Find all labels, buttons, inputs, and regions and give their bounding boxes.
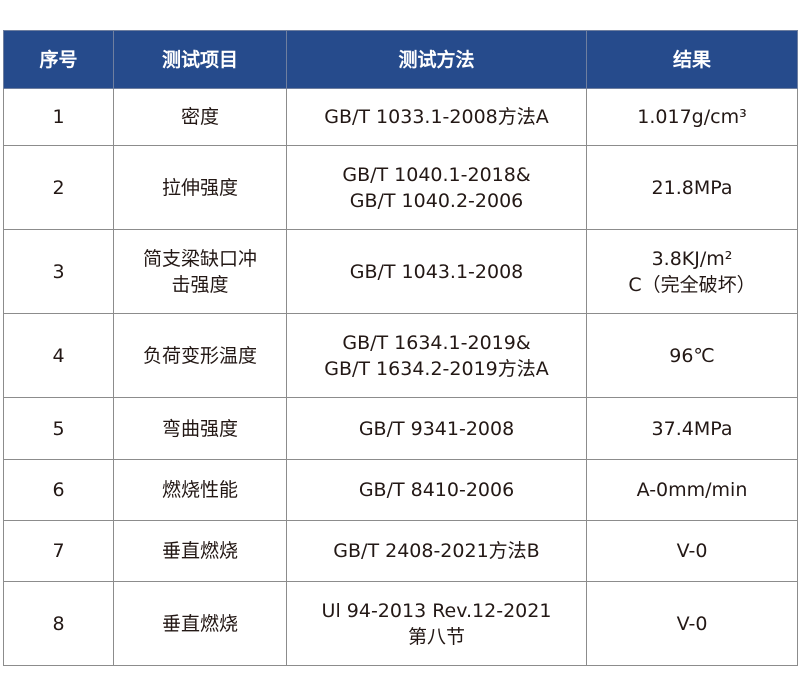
- cell-method: GB/T 1033.1-2008方法A: [286, 88, 587, 146]
- cell-result-line: 96℃: [669, 344, 715, 367]
- cell-method-line: GB/T 1634.2-2019方法A: [324, 357, 549, 380]
- cell-item: 负荷变形温度: [113, 313, 287, 398]
- cell-method: GB/T 2408-2021方法B: [286, 520, 587, 582]
- header-item: 测试项目: [113, 30, 287, 89]
- cell-result: V-0: [586, 581, 798, 666]
- cell-result-line: A-0mm/min: [636, 479, 748, 501]
- cell-no: 7: [3, 520, 114, 582]
- table-row: 7 垂直燃烧 GB/T 2408-2021方法B V-0: [3, 520, 798, 582]
- cell-no: 6: [3, 459, 114, 521]
- table-row: 6 燃烧性能 GB/T 8410-2006 A-0mm/min: [3, 459, 798, 521]
- cell-no: 4: [3, 313, 114, 398]
- cell-no: 3: [3, 229, 114, 314]
- cell-item-line: 垂直燃烧: [161, 540, 238, 562]
- cell-result-line: V-0: [676, 540, 708, 562]
- cell-item-line: 击强度: [171, 273, 229, 296]
- cell-result-line: 21.8MPa: [651, 176, 733, 199]
- cell-item-line: 负荷变形温度: [142, 344, 257, 367]
- cell-item: 垂直燃烧: [113, 520, 287, 582]
- cell-item: 密度: [113, 88, 287, 146]
- cell-method-line: GB/T 1634.1-2019&: [342, 331, 531, 354]
- cell-method-line: GB/T 1040.2-2006: [349, 189, 524, 212]
- header-no: 序号: [3, 30, 114, 89]
- cell-method: GB/T 1043.1-2008: [286, 229, 587, 314]
- cell-no: 2: [3, 145, 114, 230]
- header-row: 序号 测试项目 测试方法 结果: [3, 30, 798, 89]
- cell-method-line: GB/T 2408-2021方法B: [333, 540, 540, 562]
- cell-result: 37.4MPa: [586, 397, 798, 460]
- cell-method-line: GB/T 8410-2006: [358, 479, 515, 501]
- cell-no: 8: [3, 581, 114, 666]
- cell-result-line: 3.8KJ/m²: [651, 247, 733, 270]
- cell-item-line: 垂直燃烧: [161, 612, 238, 635]
- cell-item-line: 弯曲强度: [161, 417, 238, 440]
- cell-no: 1: [3, 88, 114, 146]
- cell-result-line: 1.017g/cm³: [637, 106, 747, 128]
- cell-item: 拉伸强度: [113, 145, 287, 230]
- cell-no: 5: [3, 397, 114, 460]
- cell-item: 弯曲强度: [113, 397, 287, 460]
- cell-method: GB/T 1634.1-2019& GB/T 1634.2-2019方法A: [286, 313, 587, 398]
- cell-item-line: 简支梁缺口冲: [142, 247, 257, 270]
- cell-method: GB/T 1040.1-2018& GB/T 1040.2-2006: [286, 145, 587, 230]
- cell-item-line: 燃烧性能: [161, 479, 238, 501]
- table-row: 2 拉伸强度 GB/T 1040.1-2018& GB/T 1040.2-2006 21…: [3, 145, 798, 230]
- cell-result: 96℃: [586, 313, 798, 398]
- cell-method-line: GB/T 1040.1-2018&: [342, 163, 531, 186]
- cell-result-line: 37.4MPa: [651, 417, 733, 440]
- cell-item: 垂直燃烧: [113, 581, 287, 666]
- cell-method: GB/T 8410-2006: [286, 459, 587, 521]
- cell-method-line: GB/T 1043.1-2008: [349, 260, 524, 283]
- table-row: 4 负荷变形温度 GB/T 1634.1-2019& GB/T 1634.2-2019…: [3, 313, 798, 398]
- cell-result: 1.017g/cm³: [586, 88, 798, 146]
- cell-result: 21.8MPa: [586, 145, 798, 230]
- table-row: 8 垂直燃烧 Ul 94-2013 Rev.12-2021 第八节 V-0: [3, 581, 798, 666]
- cell-method: GB/T 9341-2008: [286, 397, 587, 460]
- table-row: 5 弯曲强度 GB/T 9341-2008 37.4MPa: [3, 397, 798, 460]
- table-row: 1 密度 GB/T 1033.1-2008方法A 1.017g/cm³: [3, 88, 798, 146]
- cell-item: 燃烧性能: [113, 459, 287, 521]
- cell-item: 简支梁缺口冲 击强度: [113, 229, 287, 314]
- test-results-table: 序号 测试项目 测试方法 结果 1 密度 GB/T 1033.1-2008方法A 1.…: [3, 30, 798, 666]
- table-row: 3 简支梁缺口冲 击强度 GB/T 1043.1-2008 3.8KJ/m² C（完全破坏…: [3, 229, 798, 314]
- header-result: 结果: [586, 30, 798, 89]
- cell-item-line: 拉伸强度: [161, 176, 238, 199]
- cell-method-line: GB/T 9341-2008: [358, 417, 515, 440]
- cell-result-line: V-0: [676, 612, 708, 635]
- cell-result: V-0: [586, 520, 798, 582]
- cell-item-line: 密度: [180, 106, 219, 128]
- cell-method-line: GB/T 1033.1-2008方法A: [324, 106, 549, 128]
- cell-result: A-0mm/min: [586, 459, 798, 521]
- cell-method: Ul 94-2013 Rev.12-2021 第八节: [286, 581, 587, 666]
- cell-method-line: 第八节: [407, 625, 465, 648]
- header-method: 测试方法: [286, 30, 587, 89]
- cell-result-line: C（完全破坏）: [628, 273, 756, 296]
- cell-result: 3.8KJ/m² C（完全破坏）: [586, 229, 798, 314]
- cell-method-line: Ul 94-2013 Rev.12-2021: [321, 599, 552, 622]
